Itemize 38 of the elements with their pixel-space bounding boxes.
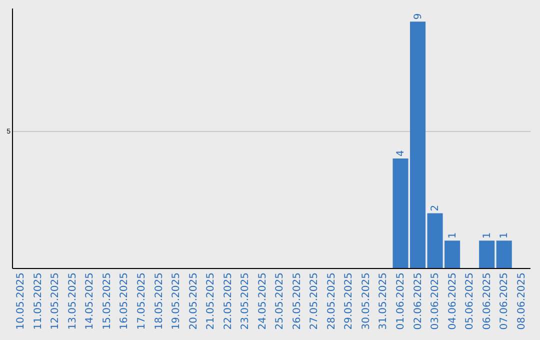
data-label: 1 — [499, 232, 510, 239]
x-tick-label: 17.05.2025 — [136, 272, 148, 330]
bar — [479, 240, 495, 268]
x-tick-label: 26.05.2025 — [292, 272, 303, 330]
x-tick-label: 30.05.2025 — [360, 272, 372, 330]
x-tick-label: 10.05.2025 — [16, 272, 27, 330]
x-tick-label: 01.06.2025 — [396, 272, 406, 330]
x-tick-label: 08.06.2025 — [516, 272, 528, 330]
x-tick-label: 05.06.2025 — [464, 272, 476, 330]
x-tick-label: 24.05.2025 — [257, 272, 268, 330]
x-tick-label: 14.05.2025 — [84, 272, 96, 330]
x-tick-label: 16.05.2025 — [119, 272, 130, 330]
x-tick-label: 03.06.2025 — [430, 272, 442, 330]
x-tick-label: 12.05.2025 — [50, 272, 62, 330]
data-label: 2 — [430, 204, 442, 212]
data-label: 4 — [396, 150, 406, 157]
data-label: 9 — [412, 13, 424, 20]
x-tick-label: 07.06.2025 — [499, 272, 510, 330]
x-tick-label: 27.05.2025 — [309, 272, 320, 330]
x-tick-label: 23.05.2025 — [240, 272, 252, 330]
x-tick-label: 28.05.2025 — [326, 272, 338, 330]
x-tick-label: 15.05.2025 — [102, 272, 113, 330]
x-tick-label: 06.06.2025 — [482, 272, 493, 330]
x-tick-label: 19.05.2025 — [171, 272, 182, 330]
x-tick-label: 29.05.2025 — [344, 272, 355, 330]
data-label: 1 — [482, 232, 493, 239]
x-tick-label: 22.05.2025 — [222, 272, 234, 330]
x-tick-label: 13.05.2025 — [67, 272, 78, 330]
x-tick-label: 02.06.2025 — [412, 272, 424, 330]
x-tick-label: 11.05.2025 — [32, 272, 44, 330]
x-tick-label: 18.05.2025 — [154, 272, 165, 330]
data-label: 1 — [447, 232, 458, 239]
x-tick-label: 31.05.2025 — [378, 272, 390, 330]
bar — [496, 240, 512, 268]
x-tick-label: 04.06.2025 — [447, 272, 458, 330]
x-tick-label: 21.05.2025 — [206, 272, 217, 330]
x-tick-label: 25.05.2025 — [274, 272, 286, 330]
x-tick-label: 20.05.2025 — [188, 272, 200, 330]
